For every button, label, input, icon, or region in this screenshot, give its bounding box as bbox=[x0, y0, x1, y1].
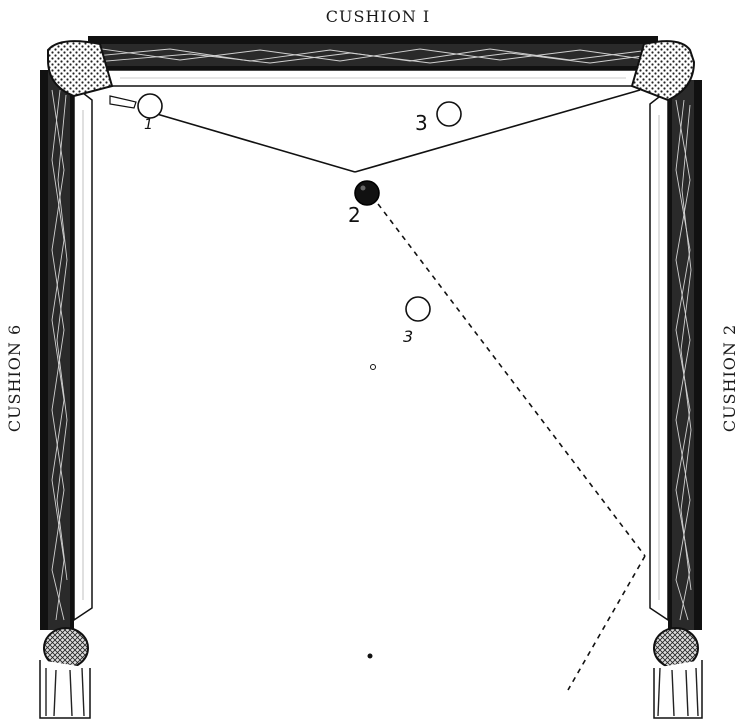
top-right-pocket bbox=[630, 40, 696, 102]
ball-3-mid-label: 3 bbox=[403, 327, 413, 346]
top-rail bbox=[88, 36, 658, 87]
cushion-1-label: CUSHION I bbox=[326, 7, 430, 26]
cushion-6-label: CUSHION 6 bbox=[5, 324, 24, 432]
cue-stick-tip bbox=[109, 95, 137, 109]
right-middle-pocket bbox=[653, 627, 703, 719]
top-left-pocket bbox=[47, 40, 114, 98]
cue-ball: 1 bbox=[137, 93, 163, 133]
center-spot bbox=[370, 364, 376, 370]
cue-ball-label: 1 bbox=[144, 117, 153, 133]
ball-3-mid: 3 bbox=[403, 296, 431, 346]
right-rail bbox=[649, 80, 702, 630]
foot-spot bbox=[367, 653, 373, 659]
ball-2: 2 bbox=[348, 180, 380, 227]
cushion-2-label: CUSHION 2 bbox=[720, 324, 739, 432]
left-middle-pocket bbox=[39, 627, 91, 719]
ball-3-top: 3 bbox=[415, 101, 462, 135]
ball-3-top-label: 3 bbox=[415, 111, 428, 135]
cue-ball-path bbox=[149, 89, 641, 173]
ball-2-label: 2 bbox=[348, 203, 361, 227]
left-rail bbox=[40, 70, 93, 630]
ball-2-path bbox=[371, 195, 646, 691]
